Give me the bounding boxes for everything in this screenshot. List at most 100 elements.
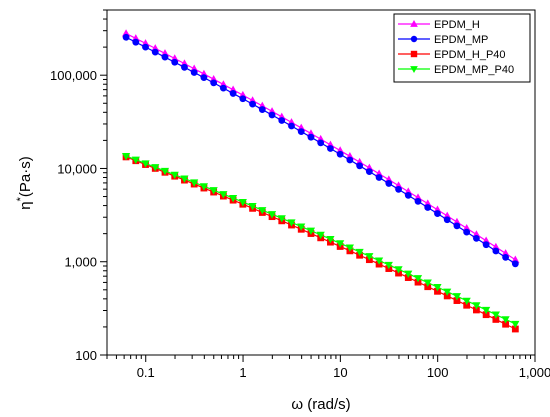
data-point	[180, 175, 189, 183]
legend-label: EPDM_MP_P40	[434, 64, 514, 76]
data-point	[453, 297, 461, 304]
data-point	[161, 53, 169, 61]
data-point	[258, 106, 266, 113]
data-point	[394, 266, 403, 274]
data-point	[482, 311, 490, 319]
data-point	[171, 58, 179, 66]
data-point	[482, 236, 491, 244]
legend-marker	[410, 35, 418, 43]
data-point	[492, 316, 500, 323]
data-point	[472, 302, 481, 310]
data-point	[502, 253, 510, 261]
data-point	[219, 84, 227, 92]
data-point	[473, 306, 480, 314]
data-point	[365, 253, 374, 261]
y-tick-label: 1,000	[64, 255, 97, 270]
data-point	[491, 311, 500, 319]
data-point	[414, 198, 422, 205]
data-point	[384, 261, 393, 270]
data-point	[248, 203, 257, 211]
data-point	[463, 228, 471, 236]
data-point	[258, 207, 267, 215]
data-point	[238, 199, 247, 207]
data-point	[385, 180, 393, 187]
series-EPDM_MP	[122, 33, 519, 268]
data-point	[199, 183, 208, 191]
data-point	[239, 95, 247, 103]
data-point	[151, 48, 159, 56]
data-point	[132, 38, 140, 46]
x-tick-label: 10	[333, 365, 347, 380]
series-layer	[121, 29, 520, 333]
data-point	[219, 191, 228, 199]
data-point	[200, 74, 208, 82]
legend-marker	[410, 20, 418, 27]
data-point	[190, 179, 199, 187]
data-point	[336, 150, 344, 158]
data-point	[501, 316, 510, 324]
data-point	[249, 100, 256, 108]
data-point	[482, 241, 490, 249]
data-point	[268, 111, 276, 119]
data-point	[326, 236, 335, 244]
data-point	[491, 242, 500, 251]
legend-marker	[410, 66, 418, 73]
x-tick-label: 1,000	[519, 365, 550, 380]
data-point	[511, 260, 519, 268]
data-point	[346, 156, 354, 164]
data-point	[511, 320, 520, 329]
data-point	[511, 325, 519, 333]
series-EPDM_MP_P40	[121, 152, 520, 329]
y-axis-title-sup: *	[15, 196, 27, 201]
data-point	[141, 160, 150, 168]
data-point	[365, 168, 373, 176]
legend-label: EPDM_MP	[434, 34, 488, 46]
data-point	[423, 279, 432, 287]
y-axis-title-symbol: η	[17, 201, 34, 209]
data-point	[278, 117, 286, 124]
data-point	[463, 301, 471, 309]
data-point	[316, 231, 325, 240]
y-axis-title-unit: (Pa·s)	[17, 156, 34, 197]
y-tick-label: 100,000	[50, 68, 97, 83]
y-axis-ticks: 100 1,000 10,000 100,000	[50, 9, 107, 363]
data-point	[345, 244, 354, 252]
data-point	[443, 216, 451, 224]
x-axis-title: ω (rad/s)	[291, 396, 350, 413]
legend-marker	[410, 50, 418, 58]
data-point	[181, 63, 188, 71]
data-point	[142, 43, 149, 51]
data-point	[462, 297, 471, 306]
data-point	[413, 275, 423, 283]
data-point	[121, 152, 131, 161]
y-tick-label: 100	[75, 348, 97, 363]
x-tick-label: 1	[239, 365, 246, 380]
data-point	[267, 211, 277, 219]
data-point	[404, 191, 412, 199]
data-point	[424, 204, 432, 211]
data-point	[209, 187, 218, 195]
data-point	[327, 145, 334, 152]
data-point	[307, 133, 315, 141]
data-point	[210, 79, 218, 87]
y-axis-title: η*(Pa·s)	[15, 156, 34, 209]
data-point	[288, 122, 295, 130]
data-point	[404, 270, 413, 278]
legend-label: EPDM_H	[434, 19, 480, 31]
y-tick-label: 10,000	[57, 161, 97, 176]
legend-label: EPDM_H_P40	[434, 49, 506, 61]
data-point	[355, 248, 364, 257]
x-tick-label: 100	[427, 365, 449, 380]
data-point	[131, 156, 140, 164]
data-point	[482, 306, 491, 315]
data-point	[375, 257, 384, 265]
data-point	[170, 171, 179, 180]
data-point	[492, 247, 500, 255]
x-axis-ticks: 0.1 1 10 100 1,000	[106, 355, 550, 380]
data-point	[511, 255, 520, 263]
data-point	[287, 219, 296, 227]
data-point	[443, 292, 451, 300]
data-point	[151, 164, 160, 172]
data-point	[297, 128, 305, 135]
